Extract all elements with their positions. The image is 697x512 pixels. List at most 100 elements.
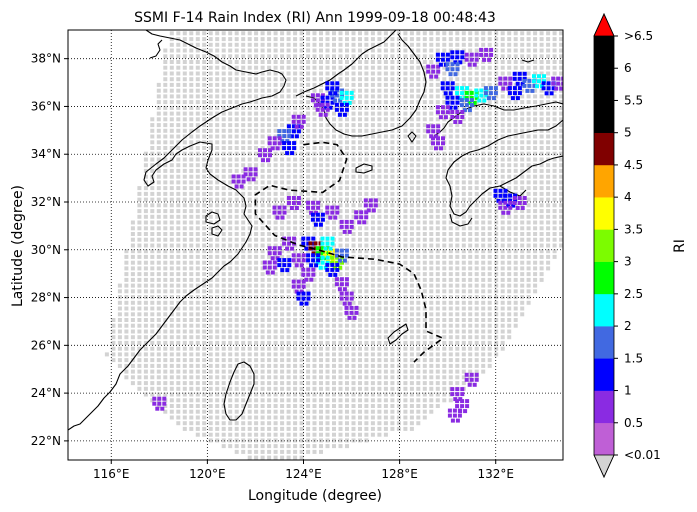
swath-sample <box>481 352 486 357</box>
swath-sample <box>182 283 187 288</box>
swath-sample <box>370 111 375 116</box>
swath-sample <box>377 329 382 334</box>
rain-cell <box>486 96 491 101</box>
swath-sample <box>500 203 505 208</box>
swath-sample <box>559 88 563 93</box>
swath-sample <box>377 260 382 265</box>
swath-sample <box>487 346 492 351</box>
swath-sample <box>182 409 187 414</box>
swath-sample <box>247 42 252 47</box>
swath-sample <box>241 249 246 254</box>
swath-sample <box>195 94 200 99</box>
swath-sample <box>409 94 414 99</box>
swath-sample <box>370 386 375 391</box>
swath-sample <box>169 37 174 42</box>
swath-sample <box>280 226 285 231</box>
swath-sample <box>312 335 317 340</box>
swath-sample <box>332 386 336 391</box>
swath-sample <box>487 203 492 208</box>
rain-cell <box>328 246 333 251</box>
swath-sample <box>442 312 447 317</box>
swath-sample <box>176 105 181 110</box>
swath-sample <box>390 191 395 196</box>
swath-sample <box>182 415 187 420</box>
swath-sample <box>507 318 512 322</box>
swath-sample <box>215 42 220 47</box>
swath-sample <box>396 352 401 357</box>
swath-sample <box>319 272 323 277</box>
swath-sample <box>267 254 272 259</box>
swath-sample <box>286 375 291 380</box>
swath-sample <box>273 168 278 173</box>
swath-sample <box>202 335 207 340</box>
swath-sample <box>461 123 466 128</box>
swath-sample <box>370 105 375 110</box>
rain-cell <box>544 91 549 96</box>
swath-sample <box>351 409 356 414</box>
swath-sample <box>526 128 531 133</box>
swath-sample <box>176 42 181 47</box>
swath-sample <box>299 94 304 99</box>
rain-cell <box>445 86 450 91</box>
swath-sample <box>416 237 421 242</box>
swath-sample <box>364 111 369 116</box>
swath-sample <box>364 88 369 93</box>
swath-sample <box>254 37 259 42</box>
swath-sample <box>358 77 362 82</box>
swath-sample <box>260 209 265 214</box>
swath-sample <box>552 220 557 225</box>
swath-sample <box>377 140 382 145</box>
swath-sample <box>221 249 226 254</box>
swath-sample <box>260 386 265 391</box>
swath-sample <box>377 157 382 162</box>
swath-sample <box>332 323 336 328</box>
swath-sample <box>260 358 265 363</box>
swath-sample <box>208 421 213 426</box>
rain-cell <box>342 287 347 292</box>
swath-sample <box>429 42 434 47</box>
swath-sample <box>286 386 291 391</box>
swath-sample <box>306 289 311 294</box>
swath-sample <box>377 295 382 300</box>
swath-sample <box>163 174 168 179</box>
swath-sample <box>377 203 382 208</box>
swath-sample <box>487 312 492 317</box>
swath-sample <box>455 375 460 380</box>
swath-sample <box>169 392 174 397</box>
swath-sample <box>195 398 200 403</box>
swath-sample <box>383 226 388 231</box>
swath-sample <box>370 48 375 53</box>
swath-sample <box>526 105 531 110</box>
swath-sample <box>215 386 220 391</box>
swath-sample <box>234 444 239 449</box>
swath-sample <box>241 449 246 454</box>
rain-cell <box>474 93 479 98</box>
swath-sample <box>507 186 512 191</box>
swath-sample <box>481 157 486 162</box>
rain-cell <box>277 246 282 251</box>
swath-sample <box>370 260 375 265</box>
swath-sample <box>267 381 272 386</box>
swath-sample <box>396 209 401 214</box>
swath-sample <box>351 111 356 116</box>
swath-sample <box>429 358 434 363</box>
swath-sample <box>267 438 272 443</box>
swath-sample <box>416 71 421 76</box>
swath-sample <box>293 191 298 196</box>
swath-sample <box>383 329 388 334</box>
swath-sample <box>156 151 161 156</box>
swath-sample <box>208 277 213 282</box>
swath-sample <box>319 48 323 53</box>
rain-cell <box>310 93 315 98</box>
swath-sample <box>474 312 479 317</box>
rain-cell <box>527 83 532 88</box>
swath-sample <box>383 82 388 87</box>
swath-sample <box>228 438 233 443</box>
swath-sample <box>306 381 311 386</box>
swath-sample <box>189 117 194 122</box>
swath-sample <box>468 117 473 122</box>
swath-sample <box>448 140 453 145</box>
swath-sample <box>422 323 427 328</box>
swath-sample <box>280 77 285 82</box>
rain-cell <box>337 258 342 263</box>
